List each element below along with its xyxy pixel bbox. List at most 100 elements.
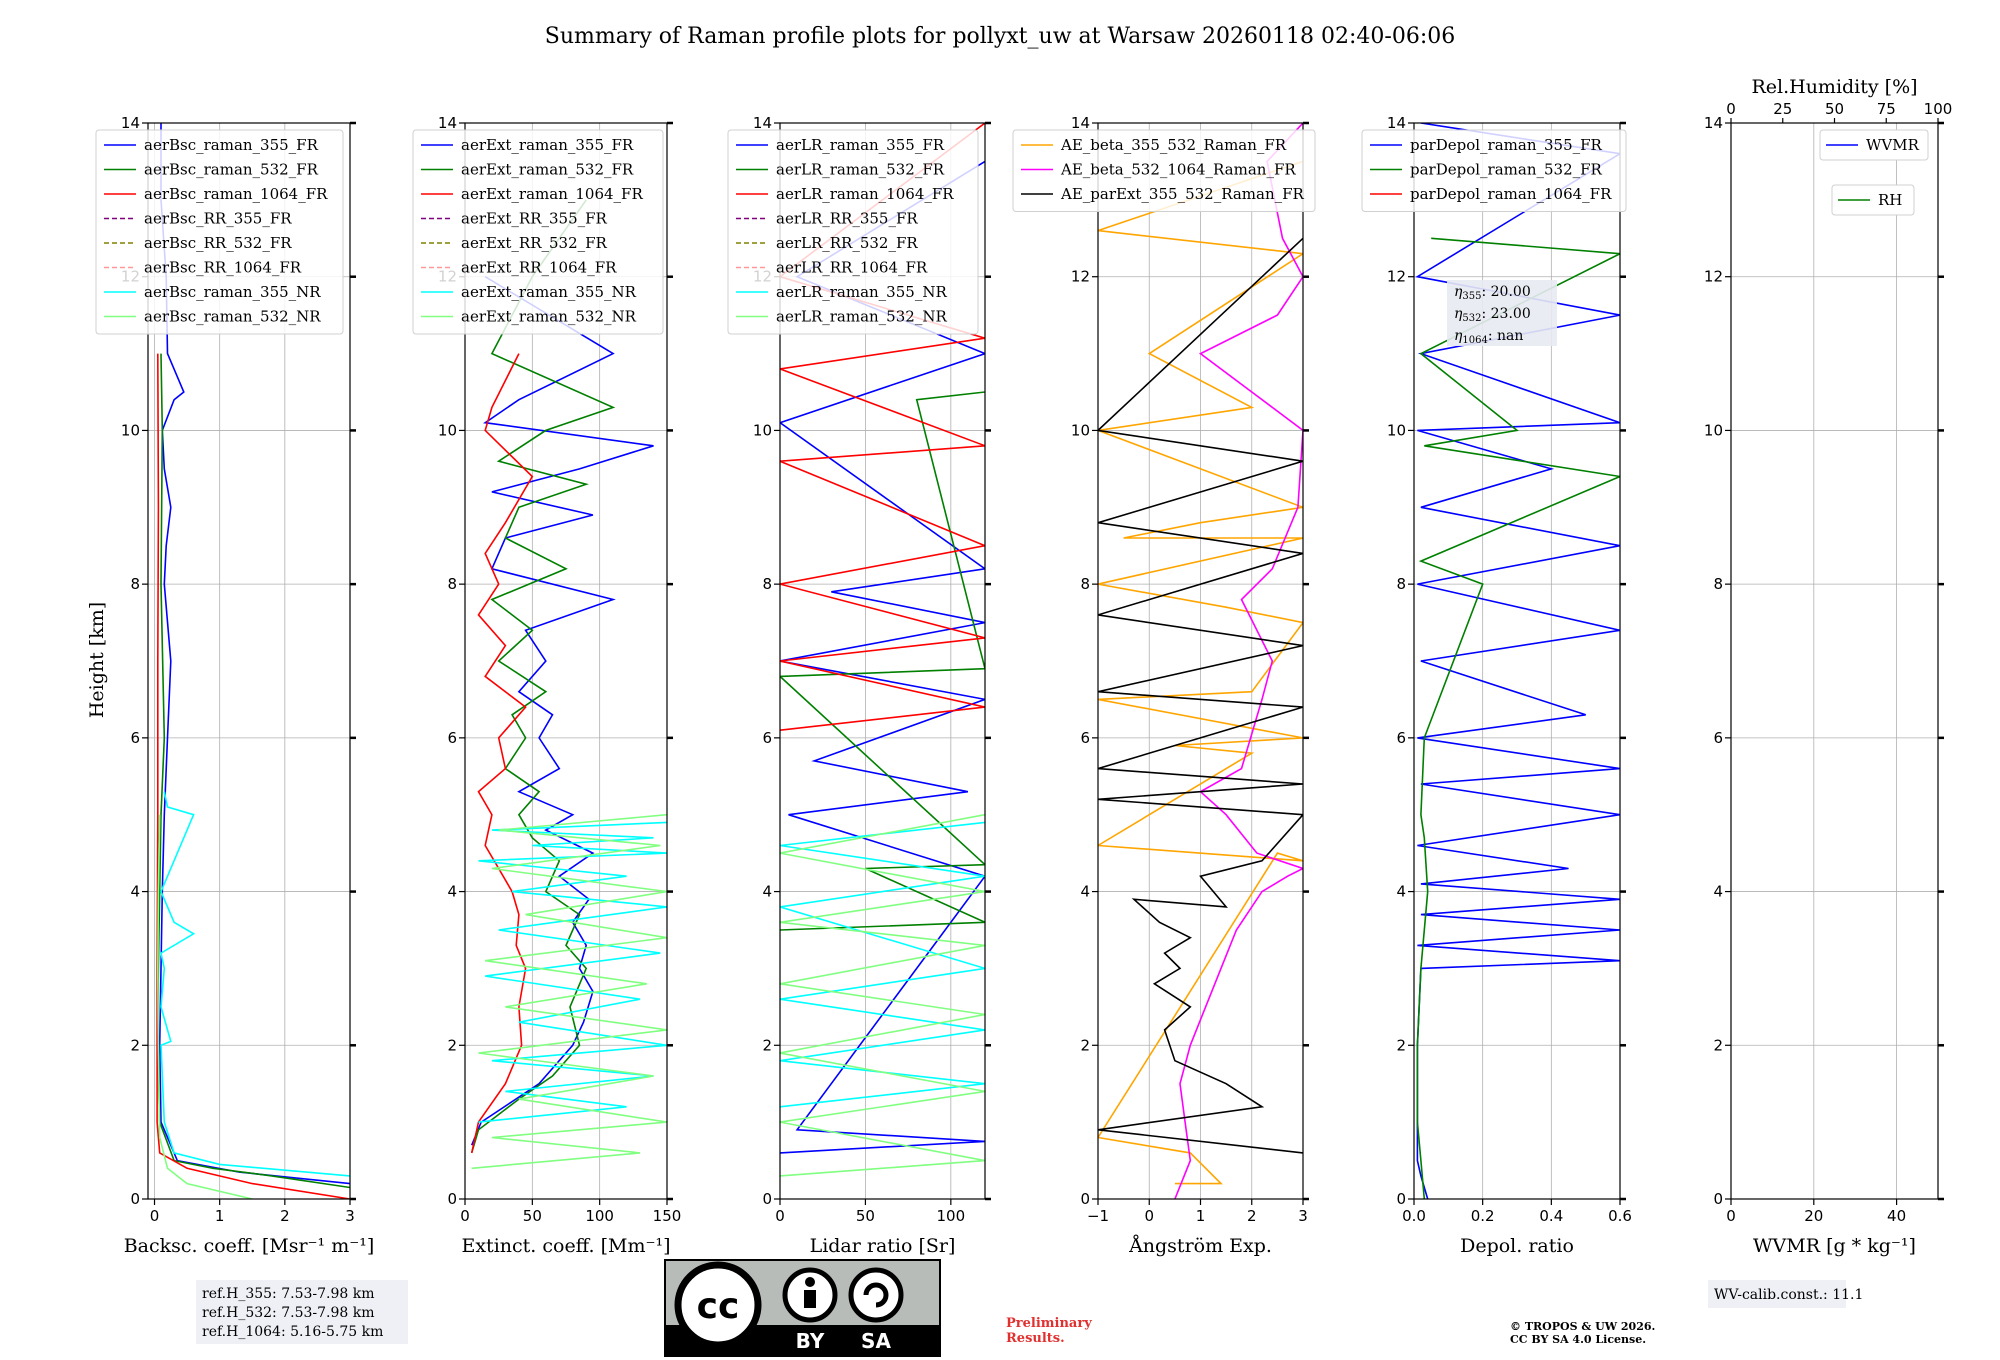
y-tick-label: 4 [762, 883, 772, 901]
lidar-ratio-panel: 02468101214050100Lidar ratio [Sr]aerLR_r… [727, 114, 991, 1257]
y-tick-label: 10 [121, 421, 140, 439]
axes-frame [779, 122, 986, 1200]
y-tick-label: 4 [1080, 883, 1090, 901]
results-label: Results. [1006, 1331, 1065, 1346]
preliminary-label: Preliminary [1006, 1316, 1092, 1331]
x-tick-label: 0 [1726, 1207, 1736, 1225]
series-aerBsc_raman_532_NR [156, 814, 253, 1199]
reference-heights-box: ref.H_355: 7.53-7.98 km ref.H_532: 7.53-… [196, 1280, 408, 1344]
legend-entry: aerLR_RR_355_FR [776, 210, 918, 228]
y-tick-label: 6 [1713, 729, 1723, 747]
depol-x-axis-label: Depol. ratio [1460, 1235, 1574, 1257]
series-aerExt_raman_1064_FR [470, 353, 534, 1154]
x-tick-label: 40 [1887, 1207, 1906, 1225]
y-tick-label: 6 [447, 729, 457, 747]
legend-entry: aerLR_raman_355_NR [776, 283, 947, 301]
legend-entry: aerLR_raman_532_FR [776, 161, 945, 179]
legend-entry: AE_beta_532_1064_Raman_FR [1060, 161, 1296, 179]
y-tick-label: 10 [753, 421, 772, 439]
legend-entry: aerExt_RR_1064_FR [461, 259, 617, 277]
y-tick-label: 0 [762, 1190, 772, 1208]
x-tick-label: 100 [585, 1207, 614, 1225]
series-aerExt_raman_532_NR [471, 813, 667, 1170]
copyright-line: © TROPOS & UW 2026. [1510, 1320, 1655, 1333]
legend-entry: aerBsc_raman_532_NR [144, 308, 321, 326]
series-aerExt_raman_532_FR [470, 199, 616, 1154]
wvmr-legend: WVMR RH [1819, 129, 1929, 216]
x-tick-label: 0.4 [1539, 1207, 1563, 1225]
x-tick-label: 0.0 [1402, 1207, 1426, 1225]
legend-entry: aerBsc_RR_532_FR [144, 234, 292, 252]
y-tick-label: 12 [1704, 268, 1723, 286]
share-alike-icon [848, 1267, 904, 1323]
y-axis-label: Height [km] [86, 602, 108, 718]
legend-entry: RH [1878, 191, 1902, 209]
depol-legend: parDepol_raman_355_FR parDepol_raman_532_… [1361, 129, 1627, 212]
depol-panel: 0 2 4 6 8 10 12 14 0.0 0.2 0.4 0.6 Depol. ratio parDe… [1361, 114, 1632, 1257]
extinction-legend: aerExt_raman_355_FR aerExt_raman_532_FRae… [412, 129, 664, 335]
backscatter-panel: 024681012140123Backsc. coeff. [Msr⁻¹ m⁻¹… [95, 114, 374, 1257]
x-tick-label: 3 [345, 1207, 355, 1225]
series-aerExt_raman_355_NR [478, 821, 667, 1123]
series-aerLR_raman_532_FR [780, 391, 985, 931]
legend-entry: aerExt_raman_1064_FR [461, 185, 643, 203]
y-tick-label: 12 [1071, 268, 1090, 286]
legend-entry: aerBsc_RR_355_FR [144, 210, 292, 228]
series-aerLR_raman_355_FR [780, 160, 985, 1154]
x-tick-label: 0 [1144, 1207, 1154, 1225]
legend-entry: aerLR_RR_532_FR [776, 234, 918, 252]
x-tick-label: 2 [280, 1207, 290, 1225]
series-parDepol_raman_532_FR [1416, 237, 1620, 1199]
wv-calib-box: WV-calib.const.: 11.1 [1708, 1280, 1863, 1308]
series-aerBsc_raman_355_FR [158, 123, 350, 1185]
y-tick-label: 6 [762, 729, 772, 747]
axes-frame [1730, 122, 1939, 1200]
figure-title: Summary of Raman profile plots for polly… [545, 24, 1455, 49]
series-aerLR_raman_532_NR [780, 813, 985, 1177]
y-tick-label: 8 [762, 575, 772, 593]
lidar-ratio-legend: aerLR_raman_355_FR aerLR_raman_532_FR aerL… [727, 129, 979, 335]
x-tick-label: 0 [460, 1207, 470, 1225]
legend-entry: aerExt_RR_532_FR [461, 234, 608, 252]
y-tick-label: 14 [1071, 114, 1090, 132]
axes-frame [147, 122, 351, 1200]
cc-by-sa-badge: cc BY SA [664, 1259, 941, 1357]
license-line: CC BY SA 4.0 License. [1510, 1333, 1646, 1346]
top-tick-label: 75 [1877, 100, 1896, 118]
series-aerBsc_raman_532_FR [156, 353, 350, 1189]
legend-entry: parDepol_raman_355_FR [1410, 136, 1603, 154]
legend-entry: aerLR_RR_1064_FR [776, 259, 928, 277]
angstrom-legend: AE_beta_355_532_Raman_FR AE_beta_532_1064… [1012, 129, 1316, 212]
y-tick-label: 2 [1080, 1036, 1090, 1054]
extinction-x-axis-label: Extinct. coeff. [Mm⁻¹] [461, 1235, 670, 1257]
extinction-panel: 02468101214050100150Extinct. coeff. [Mm⁻… [412, 114, 681, 1257]
y-tick-label: 4 [130, 883, 140, 901]
y-tick-label: 14 [121, 114, 140, 132]
x-tick-label: 0.2 [1471, 1207, 1495, 1225]
eta-532-label: η532: 23.00 [1454, 306, 1531, 324]
rel-humidity-axis-label: Rel.Humidity [%] [1751, 76, 1917, 98]
legend-entry: WVMR [1866, 136, 1920, 154]
y-tick-label: 8 [1080, 575, 1090, 593]
y-tick-label: 0 [1080, 1190, 1090, 1208]
y-tick-label: 2 [447, 1036, 457, 1054]
lidar-ratio-x-axis-label: Lidar ratio [Sr] [810, 1235, 956, 1257]
y-tick-label: 8 [130, 575, 140, 593]
eta-box: η355: 20.00 η532: 23.00 η1064: nan [1447, 280, 1557, 346]
legend-entry: aerExt_RR_355_FR [461, 210, 608, 228]
legend-entry: parDepol_raman_1064_FR [1410, 185, 1612, 203]
legend-entry: aerLR_raman_1064_FR [776, 185, 954, 203]
wv-calib-constant: WV-calib.const.: 11.1 [1714, 1287, 1863, 1303]
top-tick-label: 25 [1773, 100, 1792, 118]
top-tick-label: 100 [1924, 100, 1953, 118]
y-tick-label: 8 [1396, 575, 1406, 593]
y-tick-label: 6 [130, 729, 140, 747]
y-tick-label: 6 [1396, 729, 1406, 747]
y-tick-label: 8 [1713, 575, 1723, 593]
x-tick-label: 100 [937, 1207, 966, 1225]
series-aerBsc_raman_355_NR [160, 791, 350, 1177]
legend-entry: aerBsc_raman_355_NR [144, 283, 321, 301]
